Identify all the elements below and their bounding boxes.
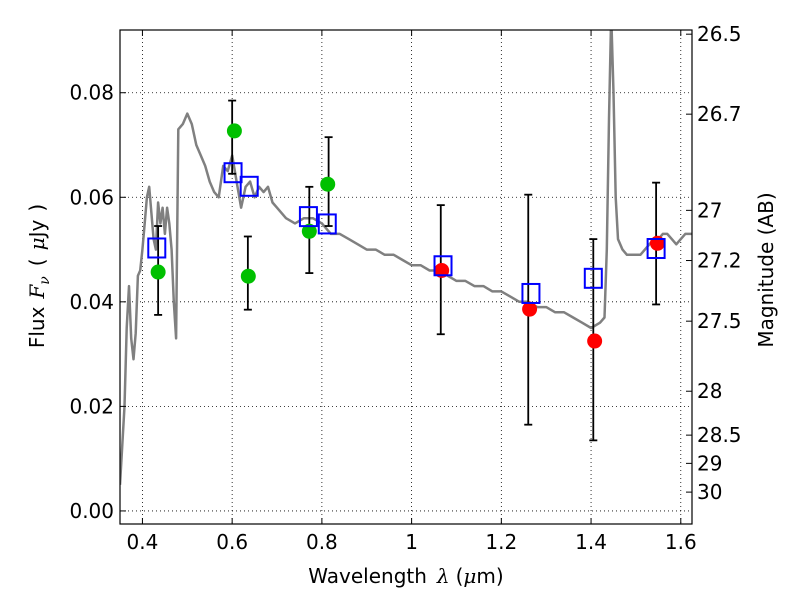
x-tick-label: 1 [405, 530, 418, 554]
y-axis-label: FluxFν(μJy) [25, 204, 53, 348]
right-tick-label: 30 [697, 480, 722, 504]
right-axis-label: Magnitude (AB) [754, 192, 778, 347]
right-tick-label: 28 [697, 379, 722, 403]
blue-square [298, 206, 318, 228]
y-tick-label: 0.02 [69, 394, 114, 418]
x-tick-label: 0.6 [216, 530, 248, 554]
x-tick-label: 1.4 [575, 530, 607, 554]
x-axis-label: Wavelength λ (μm) [308, 564, 503, 588]
blue-square [646, 238, 666, 260]
blue-squares [147, 162, 666, 304]
blue-square [433, 255, 453, 277]
right-tick-label: 28.5 [697, 423, 742, 447]
right-tick-label: 27.2 [697, 249, 742, 273]
green-points [150, 123, 336, 284]
green-point [320, 176, 336, 192]
right-tick-label: 29 [697, 451, 722, 475]
blue-square [521, 282, 541, 304]
green-point [226, 123, 242, 139]
right-tick-label: 27 [697, 198, 722, 222]
y-tick-label: 0.04 [69, 290, 114, 314]
right-tick-label: 27.5 [697, 309, 742, 333]
green-point [150, 264, 166, 280]
right-tick-label: 26.7 [697, 102, 742, 126]
blue-square [239, 175, 259, 197]
plot-frame [119, 29, 693, 525]
red-point [522, 301, 538, 317]
blue-square [147, 237, 167, 259]
plot-area [120, 30, 692, 485]
y-tick-label: 0.00 [69, 499, 114, 523]
ticks: 0.4 0.6 0.8 1 1.2 1.4 1.6 0.00 0.02 0.04 0.06 0.08 2… [69, 22, 741, 554]
blue-square [583, 267, 603, 289]
y-tick-label: 0.08 [69, 81, 114, 105]
x-tick-label: 0.8 [306, 530, 338, 554]
x-tick-label: 1.2 [485, 530, 517, 554]
y-tick-label: 0.06 [69, 185, 114, 209]
grid [120, 30, 692, 524]
green-point [240, 268, 256, 284]
x-tick-label: 1.6 [665, 530, 697, 554]
green-point [301, 223, 317, 239]
red-point [434, 262, 450, 278]
right-tick-label: 26.5 [697, 22, 742, 46]
blue-square [223, 162, 243, 184]
red-point [587, 333, 603, 349]
blue-square [317, 213, 337, 235]
x-tick-label: 0.4 [127, 530, 159, 554]
